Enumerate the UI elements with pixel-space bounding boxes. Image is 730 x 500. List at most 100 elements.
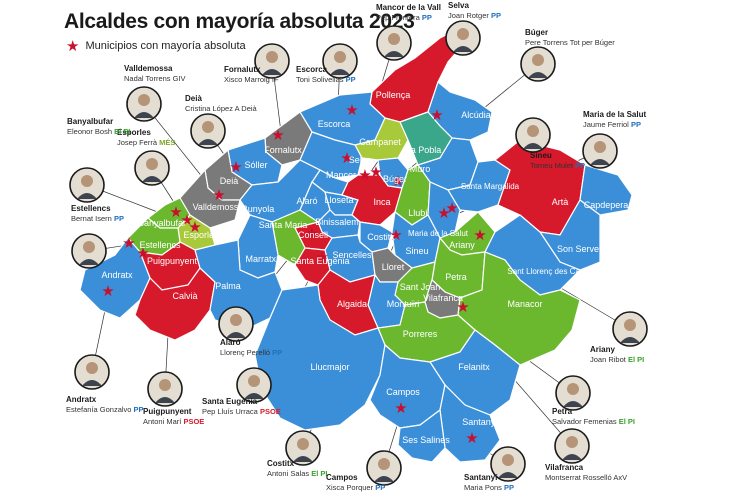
party-badge: PP — [112, 214, 124, 223]
label-ariany: Ariany — [449, 240, 475, 250]
mayor-name: Toni Solivellas PP — [296, 75, 356, 84]
majority-star-icon: ★ — [389, 227, 402, 244]
mayor-person: Joan Ribot — [590, 355, 627, 364]
majority-star-icon: ★ — [437, 205, 450, 222]
label-montu-ri: Montuïri — [387, 299, 420, 309]
mayor-person: Jaume Ferriol — [583, 120, 629, 129]
label-sant-lloren-des-cardassar: Sant Llorenç des Cardassar — [507, 267, 607, 276]
mayor-municipality: Santa Eugènia — [202, 397, 258, 406]
avatar-body-icon — [142, 176, 162, 182]
avatar-head-icon — [81, 175, 93, 187]
party-badge: PP — [573, 161, 585, 170]
majority-star-icon: ★ — [305, 225, 318, 242]
majority-star-icon: ★ — [271, 127, 284, 144]
label-vilafranca: Vilafranca — [423, 293, 463, 303]
party-badge: El PI — [112, 127, 130, 136]
avatar-head-icon — [624, 319, 636, 331]
mayor-name: Cristina López A Deià — [185, 104, 258, 113]
mayor-name: Xisco Marroig IF — [224, 75, 279, 84]
mayor-municipality: Ariany — [590, 345, 615, 354]
mayor-person: Josep Ferrà — [117, 138, 158, 147]
majority-star-icon: ★ — [430, 107, 443, 124]
avatar-body-icon — [77, 193, 97, 199]
label-ses-salines: Ses Salines — [402, 435, 450, 445]
municipality-regions — [79, 27, 633, 463]
mayor-name: Pep Lluís Urraca PSOE — [202, 407, 281, 416]
mayor-municipality: Puigpunyent — [143, 407, 192, 416]
mayor-municipality: Búger — [525, 28, 548, 37]
avatar-body-icon — [523, 143, 543, 149]
avatar-body-icon — [384, 51, 404, 57]
label-selva: Selva — [349, 155, 372, 165]
mayor-municipality: Deià — [185, 94, 202, 103]
label-banyalbufar: Banyalbufar — [138, 218, 186, 228]
mayor-name: Jaume Ferriol PP — [583, 120, 641, 129]
avatar-body-icon — [82, 380, 102, 386]
label-lloret: Lloret — [382, 262, 405, 272]
label-sa-pobla: Sa Pobla — [405, 145, 442, 155]
party-badge: PSOE — [181, 417, 204, 426]
mayor-municipality: Escorca — [296, 65, 328, 74]
avatar-body-icon — [198, 139, 218, 145]
avatar-body-icon — [134, 112, 154, 118]
label-campos: Campos — [386, 387, 420, 397]
majority-star-icon: ★ — [391, 173, 404, 190]
label-calvi-: Calvià — [172, 291, 197, 301]
mayor-person: Tomeu Mulet — [530, 161, 574, 170]
label-b-ger: Búger — [383, 174, 407, 184]
mayor-name: Montserrat Rosselló AxV — [545, 473, 627, 482]
region-santany- — [439, 383, 501, 463]
avatar-head-icon — [566, 436, 578, 448]
mayor-name: Antoni Salas El PI — [267, 469, 327, 478]
mayor-municipality: Alaró — [220, 338, 241, 347]
avatar-head-icon — [248, 375, 260, 387]
avatar-head-icon — [532, 54, 544, 66]
mayor-name: Eleonor Bosh El PI — [67, 127, 130, 136]
mayor-name: Maria Pons PP — [464, 483, 514, 492]
mayor-municipality: Maria de la Salut — [583, 110, 646, 119]
label-santa-maria: Santa Maria — [259, 220, 308, 230]
mayor-person: Pep Frontera — [376, 13, 421, 22]
region-ses-salines — [397, 408, 446, 463]
mayor-municipality: Sineu — [530, 151, 552, 160]
party-badge: El PI — [617, 417, 635, 426]
region-santa-maria — [271, 209, 320, 266]
mayor-person: Xisca Porquer — [326, 483, 374, 492]
mayor-person: Toni Solivellas — [296, 75, 344, 84]
mayor-name: Salvador Femenias El PI — [552, 417, 635, 426]
mayor-person: Joan Rotger — [448, 11, 489, 20]
label-porreres: Porreres — [403, 329, 438, 339]
mayor-municipality: Santanyí — [464, 473, 498, 482]
mayor-name: Joan Rotger PP — [448, 11, 501, 20]
majority-stars: ★ ★★★★★★★★★★★★ ★★★★★★★★★★★ — [101, 102, 486, 447]
mayor-name: Joan Ribot El PI — [590, 355, 644, 364]
avatar-head-icon — [297, 438, 309, 450]
label-alc-dia: Alcúdia — [461, 110, 491, 120]
avatar-body-icon — [562, 454, 582, 460]
mayor-municipality: Estellencs — [71, 204, 111, 213]
label-s-ller: Sóller — [244, 160, 267, 170]
label-costitx: Costitx — [367, 232, 395, 242]
label-puigpunyent: Puigpunyent — [147, 256, 198, 266]
party-badge: PP — [502, 483, 514, 492]
mayor-person: Llorenç Perelló — [220, 348, 270, 357]
avatar-body-icon — [293, 456, 313, 462]
majority-star-icon: ★ — [456, 299, 469, 316]
avatar-body-icon — [528, 72, 548, 78]
mayor-municipality: Vilafranca — [545, 463, 584, 472]
avatar-head-icon — [159, 379, 171, 391]
label-manacor: Manacor — [507, 299, 542, 309]
mayor-name: Bernat Isern PP — [71, 214, 124, 223]
avatar-head-icon — [457, 28, 469, 40]
majority-star-icon: ★ — [369, 164, 382, 181]
label-santa-margalida: Santa Margalida — [461, 182, 520, 191]
label-esporles: Esporles — [183, 230, 219, 240]
